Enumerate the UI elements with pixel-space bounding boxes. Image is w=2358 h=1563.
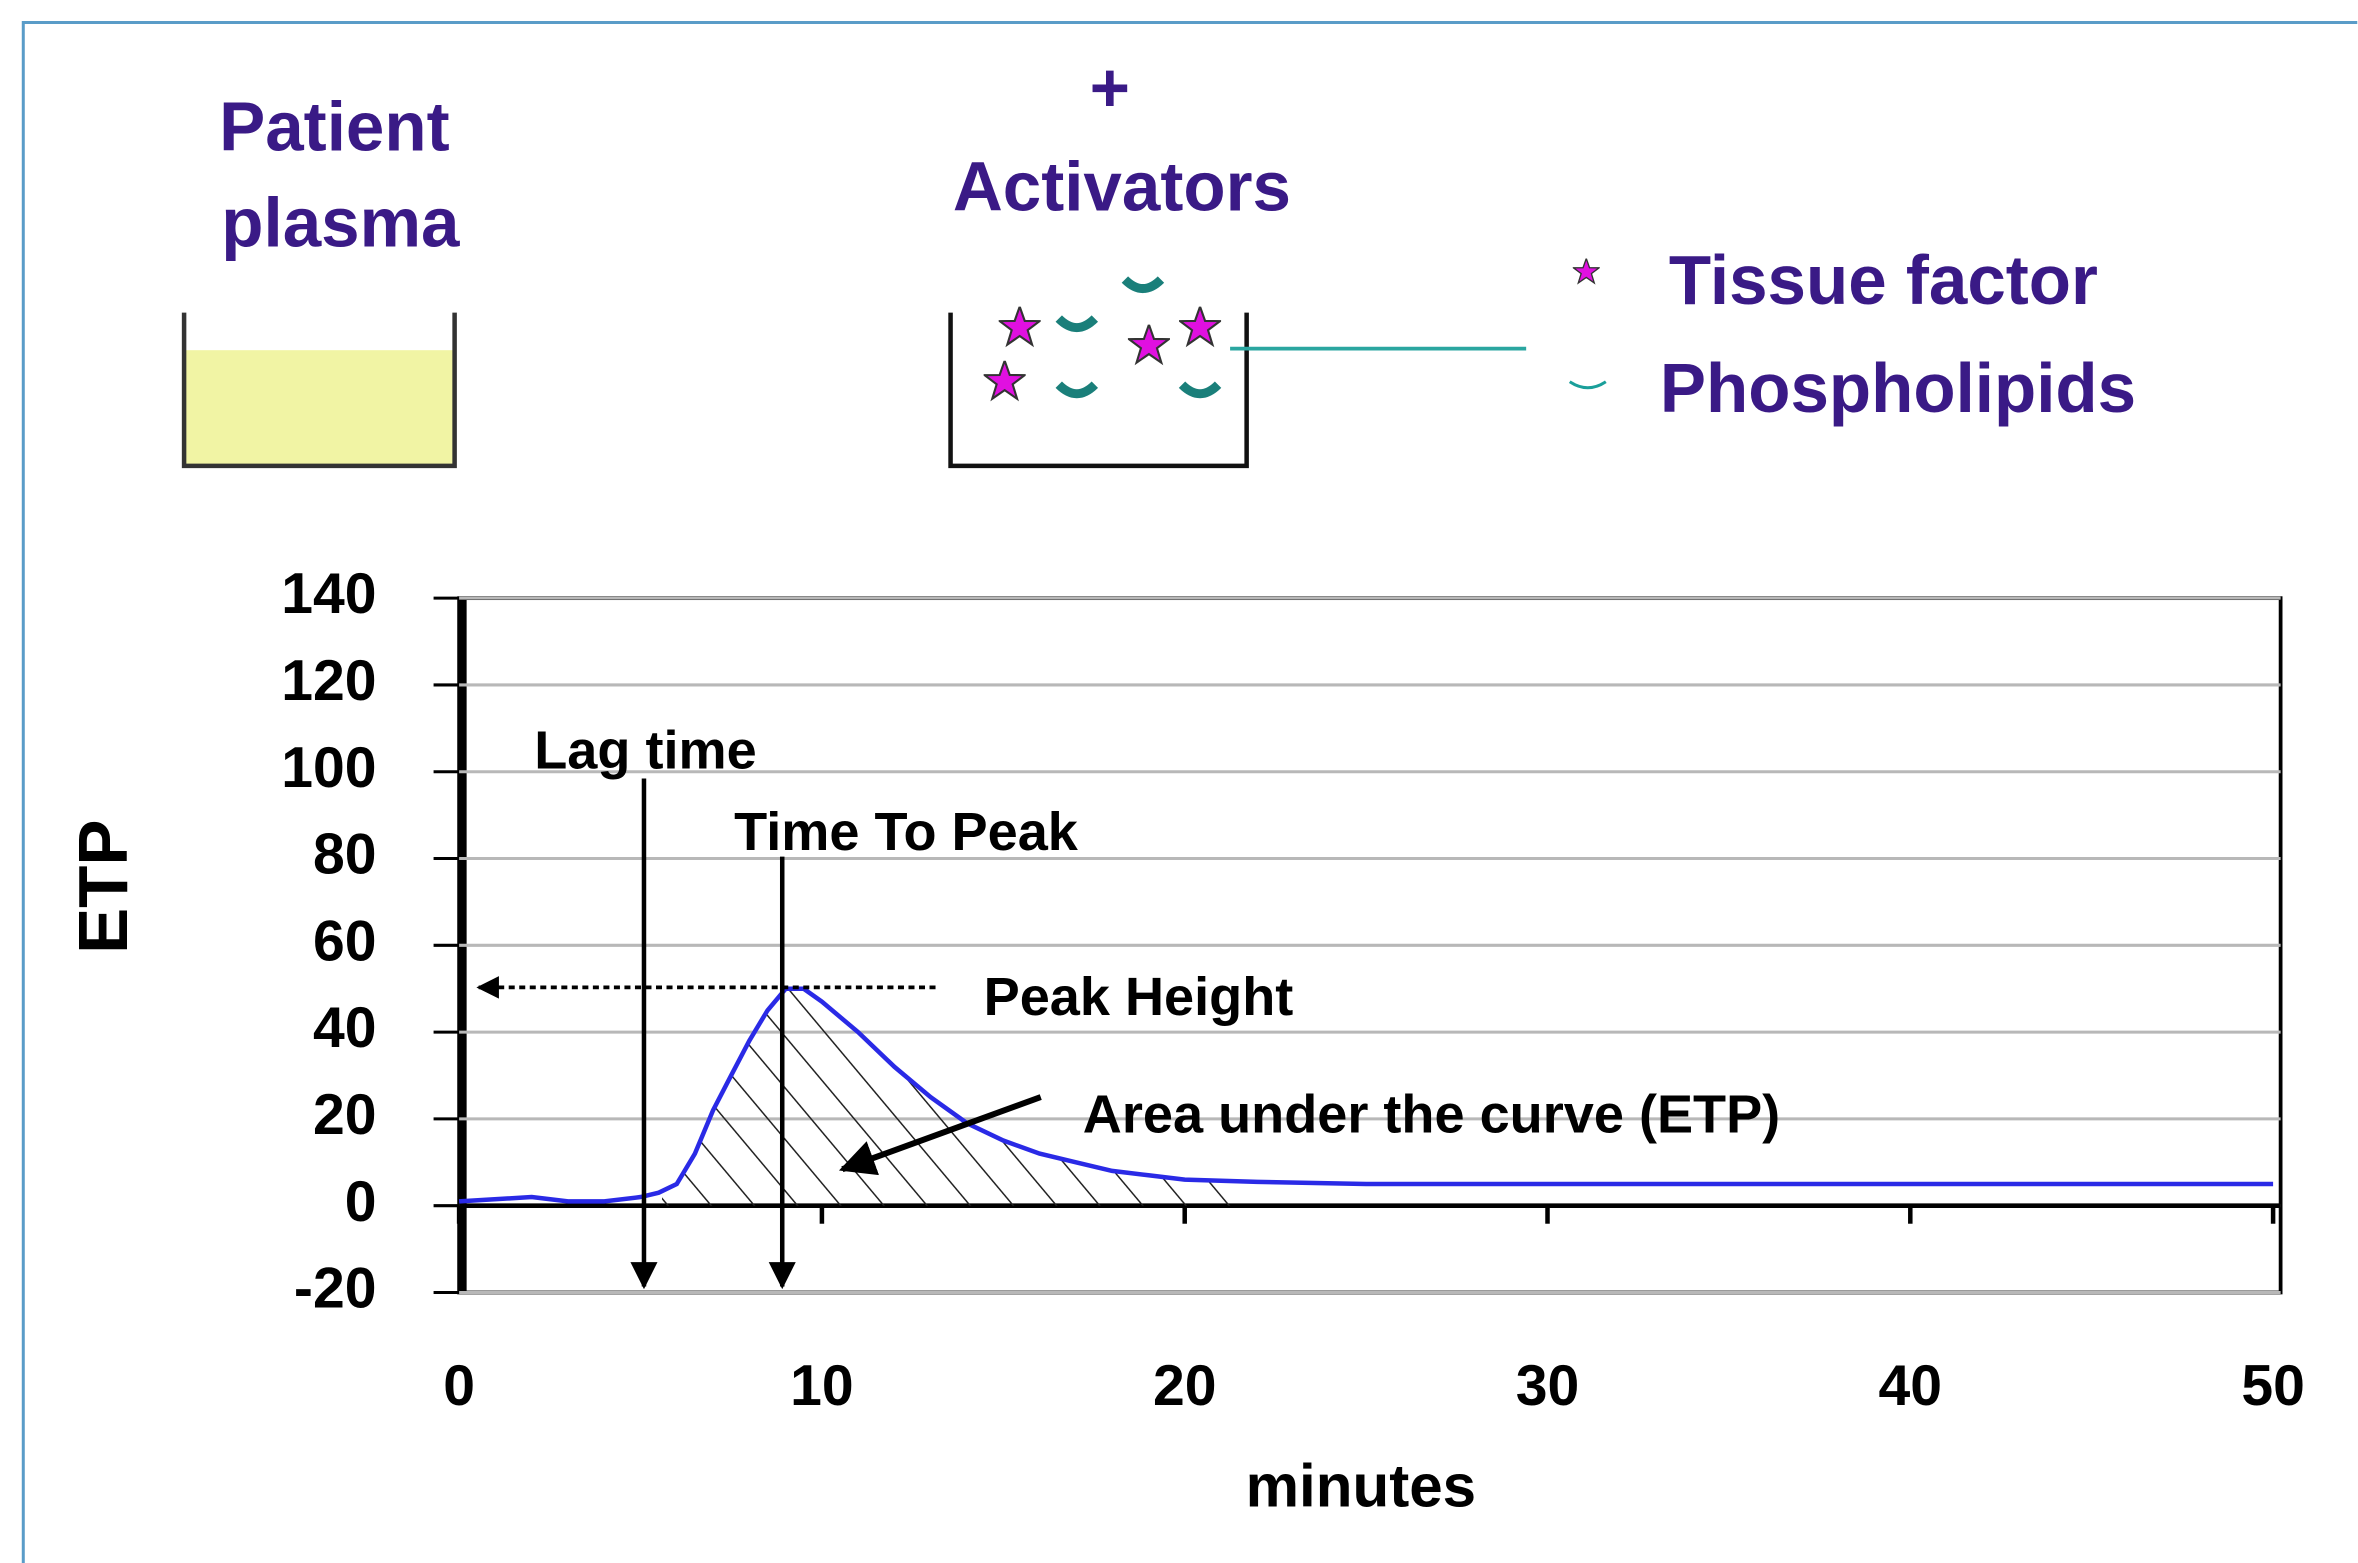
y-tick-label: 40 xyxy=(313,996,377,1060)
y-tick-label: -20 xyxy=(294,1257,377,1321)
plasma-label: Patient xyxy=(219,88,449,166)
y-tick-label: 80 xyxy=(313,823,377,887)
y-tick-label: 100 xyxy=(281,736,376,800)
plasma-tube xyxy=(181,312,457,469)
data-line xyxy=(458,986,2274,1204)
legend-phospholipid xyxy=(1568,380,1607,390)
area-arrow xyxy=(838,1094,1042,1176)
annotation: Area under the curve (ETP) xyxy=(1083,1084,1780,1144)
y-tick-label: 20 xyxy=(313,1083,377,1147)
plasma-label: plasma xyxy=(221,184,460,262)
activator-particles xyxy=(983,276,1222,400)
x-tick-label: 10 xyxy=(790,1354,854,1418)
x-axis-title: minutes xyxy=(1246,1453,1476,1520)
annotation: Lag time xyxy=(534,721,756,781)
y-tick-label: 120 xyxy=(281,649,376,713)
annotation: Time To Peak xyxy=(734,802,1079,862)
plus-sign: + xyxy=(1090,48,1130,126)
y-tick-label: 140 xyxy=(281,562,376,626)
y-tick-label: 0 xyxy=(345,1170,377,1234)
legend-label: Phospholipids xyxy=(1660,349,2136,427)
legend-label: Tissue factor xyxy=(1669,241,2098,319)
y-axis-title: ETP xyxy=(64,819,142,953)
x-tick-label: 20 xyxy=(1153,1354,1217,1418)
x-tick-label: 40 xyxy=(1879,1354,1943,1418)
x-tick-label: 30 xyxy=(1516,1354,1580,1418)
hatched-area xyxy=(662,988,1249,1206)
x-tick-label: 50 xyxy=(2241,1354,2305,1418)
plasma-fill xyxy=(184,350,455,465)
x-tick-label: 0 xyxy=(443,1354,475,1418)
legend-star xyxy=(1572,258,1600,284)
annotation: Peak Height xyxy=(984,967,1294,1027)
frame-border xyxy=(21,21,2358,1563)
y-tick-label: 60 xyxy=(313,909,377,973)
plot-area: -20 0 20 40 60 80 100 120 140 0 10 20 30 40 50 xyxy=(281,562,2305,1418)
activator-tube xyxy=(948,312,1249,469)
activators-label: Activators xyxy=(953,148,1291,226)
